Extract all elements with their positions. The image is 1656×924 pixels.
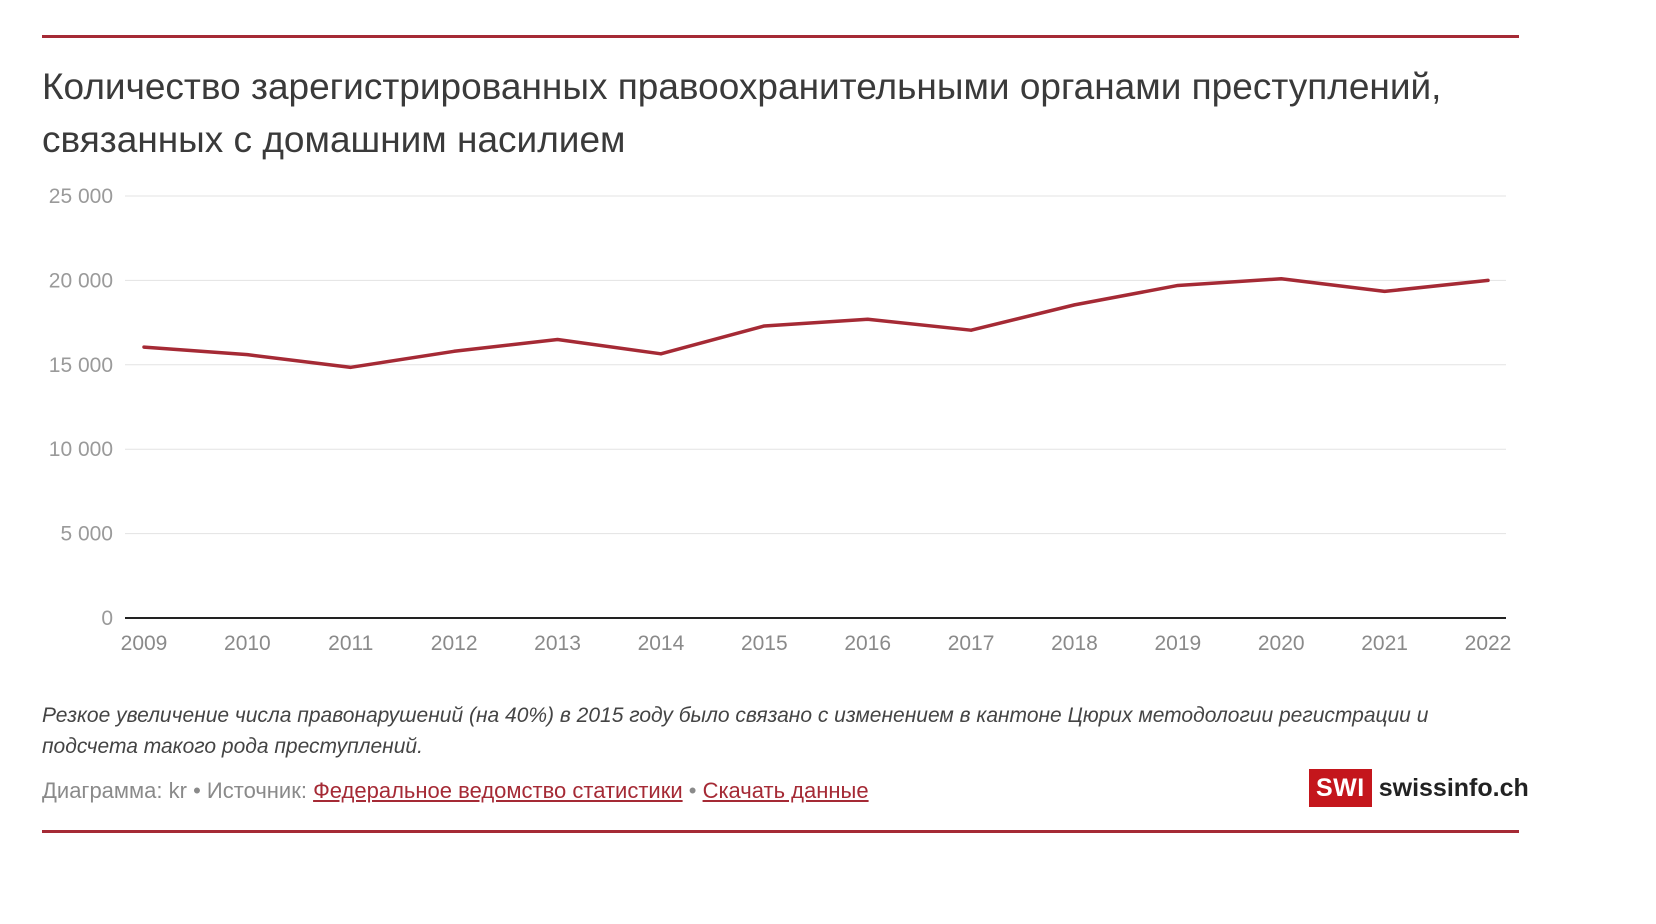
- separator-dot: •: [688, 778, 697, 803]
- data-point: [349, 365, 353, 369]
- x-tick-label: 2018: [1051, 632, 1098, 655]
- x-tick-label: 2016: [844, 632, 891, 655]
- data-point: [142, 345, 146, 349]
- data-point: [1176, 283, 1180, 287]
- x-tick-label: 2009: [121, 632, 168, 655]
- source-link[interactable]: Федеральное ведомство статистики: [313, 778, 683, 803]
- y-tick-label: 15 000: [49, 354, 113, 377]
- data-point: [1383, 289, 1387, 293]
- chart-note: Резкое увеличение числа правонарушений (…: [42, 704, 1429, 758]
- separator-dot: •: [193, 778, 201, 803]
- x-tick-label: 2010: [224, 632, 271, 655]
- line-chart: 0 5 000 10 000 15 000 20 000 25 000 2009 2010 20…: [49, 185, 1512, 655]
- series-line: [142, 276, 1490, 370]
- bottom-divider: [42, 830, 1519, 833]
- data-point: [1486, 278, 1490, 282]
- x-tick-label: 2019: [1154, 632, 1201, 655]
- swissinfo-logo[interactable]: SWI swissinfo.ch: [1309, 769, 1529, 807]
- x-tick-label: 2017: [948, 632, 995, 655]
- data-point: [1072, 303, 1076, 307]
- y-tick-label: 20 000: [49, 269, 113, 292]
- download-data-link[interactable]: Скачать данные: [702, 778, 869, 803]
- data-point: [245, 353, 249, 357]
- credit-text: Диаграмма: kr: [42, 778, 187, 803]
- data-point: [1279, 277, 1283, 281]
- x-tick-label: 2015: [741, 632, 788, 655]
- x-tick-label: 2020: [1258, 632, 1305, 655]
- swissinfo-logo-text: swissinfo.ch: [1378, 773, 1529, 802]
- chart-footer: Диаграмма: kr • Источник: Федеральное ве…: [42, 778, 869, 804]
- x-tick-label: 2012: [431, 632, 478, 655]
- data-point: [659, 352, 663, 356]
- x-tick-label: 2021: [1361, 632, 1408, 655]
- data-point: [452, 349, 456, 353]
- data-point: [866, 317, 870, 321]
- y-tick-label: 25 000: [49, 185, 113, 208]
- data-point: [969, 328, 973, 332]
- source-label: Источник:: [206, 778, 307, 803]
- x-tick-label: 2013: [534, 632, 581, 655]
- top-divider: [42, 35, 1519, 38]
- y-tick-label: 5 000: [60, 523, 113, 546]
- x-tick-label: 2011: [328, 632, 373, 655]
- data-point: [556, 337, 560, 341]
- y-tick-label: 10 000: [49, 438, 113, 461]
- data-point: [762, 324, 766, 328]
- x-tick-label: 2014: [638, 632, 685, 655]
- swi-logo-mark: SWI: [1309, 769, 1372, 807]
- chart-title: Количество зарегистрированных правоохран…: [42, 66, 1442, 160]
- y-tick-label: 0: [101, 607, 113, 630]
- x-tick-label: 2022: [1465, 632, 1512, 655]
